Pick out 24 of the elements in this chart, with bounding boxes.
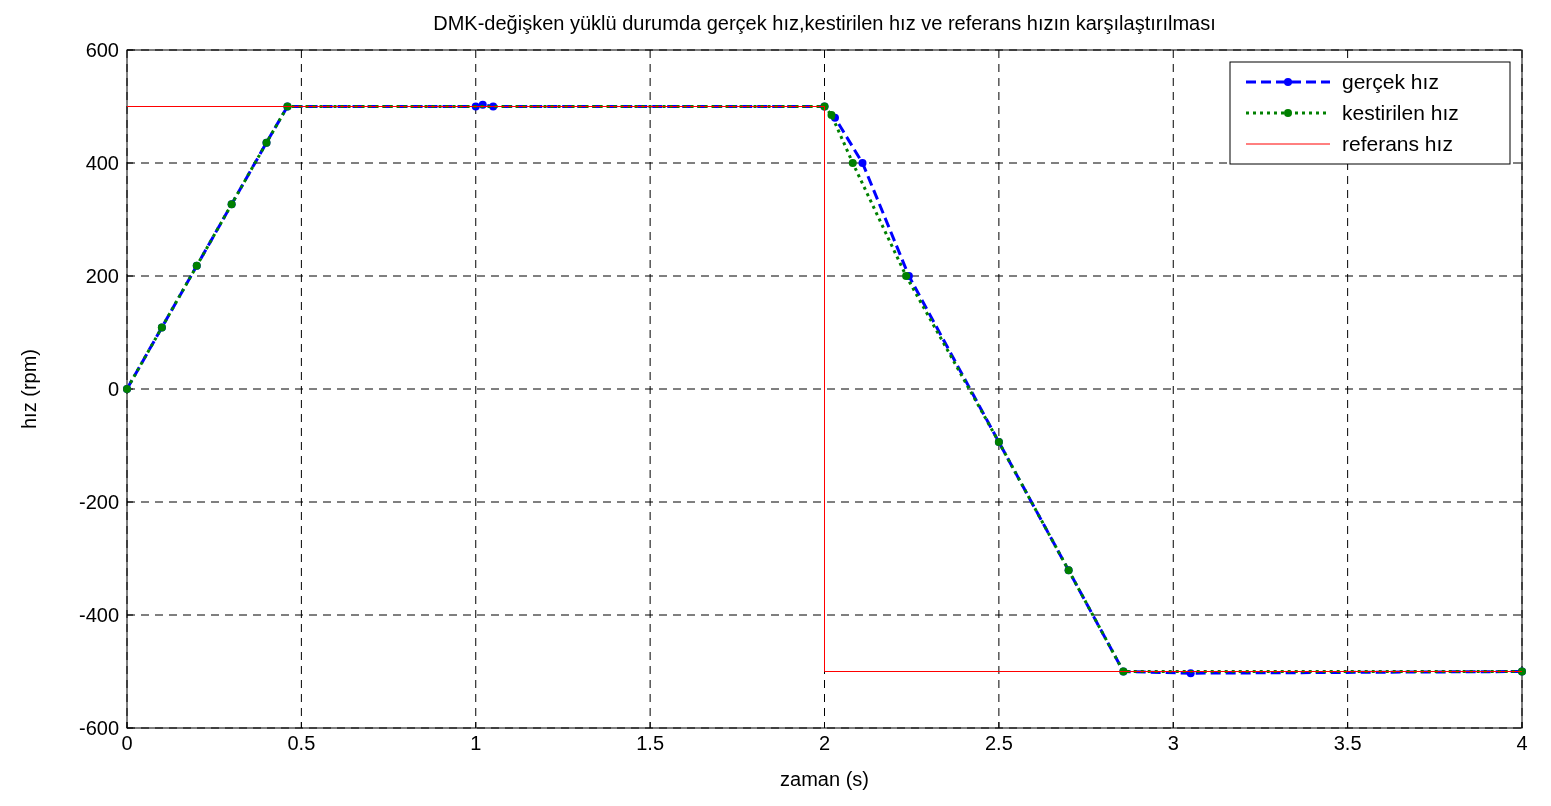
y-axis-title: hız (rpm) [18, 349, 40, 429]
x-tick-label: 1 [470, 732, 482, 754]
legend-label: gerçek hız [1342, 70, 1439, 93]
point [858, 159, 867, 167]
x-tick-label: 0.5 [287, 732, 316, 754]
x-tick-label: 4 [1516, 732, 1528, 754]
x-tick-label: 2.5 [984, 732, 1013, 754]
y-tick-label: -200 [78, 491, 119, 513]
point [848, 159, 857, 167]
y-tick-label: 0 [107, 378, 119, 400]
x-tick-label: 1.5 [636, 732, 665, 754]
y-tick-label: -400 [78, 604, 119, 626]
x-tick-label: 2 [818, 732, 831, 754]
x-tick-label: 0 [121, 732, 133, 754]
x-tick-label: 3.5 [1333, 732, 1362, 754]
legend-label: referans hız [1342, 132, 1453, 155]
legend-label: kestirilen hız [1342, 101, 1459, 124]
x-tick-label: 3 [1167, 732, 1179, 754]
y-tick-label: -600 [78, 717, 119, 739]
y-tick-label: 600 [85, 39, 119, 61]
x-axis-title: zaman (s) [780, 768, 869, 790]
chart-title: DMK-değişken yüklü durumda gerçek hız,kestirilen hız ve referans hızın karşılaştırılması [433, 12, 1216, 34]
y-tick-label: 200 [85, 265, 119, 287]
y-tick-label: 400 [85, 152, 119, 174]
